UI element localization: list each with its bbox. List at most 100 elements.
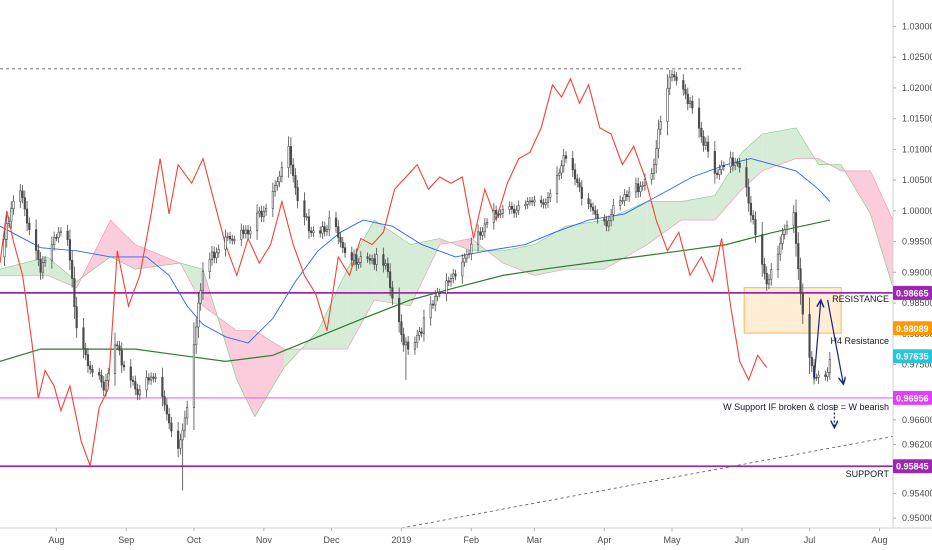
candle-body bbox=[10, 208, 13, 222]
candle-body bbox=[170, 422, 173, 432]
candle-body bbox=[476, 231, 480, 245]
candle-body bbox=[621, 200, 624, 202]
candle-body bbox=[321, 226, 324, 234]
y-tick-label: 0.95000 bbox=[902, 513, 932, 523]
candle-body bbox=[249, 230, 252, 235]
x-tick-label: Aug bbox=[48, 535, 64, 545]
candle-body bbox=[510, 205, 513, 210]
candle-body bbox=[501, 209, 504, 214]
candle-body bbox=[436, 292, 439, 297]
candle-body bbox=[422, 317, 426, 334]
candle-body bbox=[445, 280, 448, 294]
candle-body bbox=[41, 262, 44, 273]
candle-body bbox=[375, 254, 378, 265]
candle-body bbox=[389, 271, 392, 289]
candle-body bbox=[66, 230, 69, 240]
candle-body bbox=[310, 230, 313, 234]
candle-body bbox=[233, 239, 236, 241]
candle-body bbox=[118, 345, 121, 351]
candle-body bbox=[100, 374, 103, 383]
candle-body bbox=[438, 292, 441, 294]
candle-body bbox=[50, 244, 53, 261]
y-tick-label: 0.99000 bbox=[902, 267, 932, 277]
candle-body bbox=[763, 263, 766, 274]
candle-body bbox=[429, 303, 432, 319]
candle-body bbox=[274, 185, 277, 192]
candle-body bbox=[589, 203, 592, 208]
candle-body bbox=[483, 223, 486, 233]
candle-body bbox=[697, 107, 701, 129]
candle-body bbox=[352, 254, 356, 261]
candle-body bbox=[578, 182, 581, 188]
candle-body bbox=[686, 93, 689, 104]
candle-body bbox=[186, 407, 189, 419]
cloud-segment bbox=[254, 330, 285, 417]
candle-body bbox=[515, 209, 518, 214]
y-tick-label: 1.01000 bbox=[902, 144, 932, 154]
candle-body bbox=[688, 100, 692, 104]
candle-body bbox=[449, 278, 453, 283]
candle-body bbox=[355, 254, 358, 265]
candle-body bbox=[591, 206, 595, 211]
y-tick-label: 1.00000 bbox=[902, 206, 932, 216]
candle-body bbox=[612, 205, 615, 215]
candle-body bbox=[276, 181, 279, 187]
candle-body bbox=[292, 164, 295, 176]
candle-body bbox=[828, 359, 831, 373]
candle-body bbox=[495, 210, 498, 215]
candle-body bbox=[5, 223, 8, 240]
candle-body bbox=[544, 202, 547, 205]
candle-body bbox=[228, 235, 232, 240]
candle-body bbox=[246, 229, 250, 235]
candle-body bbox=[370, 258, 374, 261]
candle-body bbox=[587, 198, 590, 205]
candle-body bbox=[366, 256, 369, 259]
candle-body bbox=[57, 232, 60, 238]
candle-body bbox=[729, 157, 732, 168]
projection-arrow bbox=[813, 300, 821, 380]
candle-body bbox=[217, 248, 220, 254]
candle-body bbox=[307, 216, 311, 232]
projection-arrow bbox=[827, 299, 844, 384]
candle-body bbox=[287, 146, 290, 169]
candle-body bbox=[179, 439, 182, 449]
candle-body bbox=[706, 141, 710, 152]
candle-body bbox=[181, 429, 184, 441]
candle-body bbox=[312, 230, 315, 234]
candle-body bbox=[783, 229, 786, 235]
candle-body bbox=[149, 376, 153, 381]
candle-body bbox=[801, 293, 804, 315]
x-axis[interactable]: Aug Sep Oct Nov Dec 2019 Feb Mar Apr May Jun Jul Aug bbox=[0, 527, 932, 545]
candle-body bbox=[713, 151, 716, 174]
candle-body bbox=[262, 210, 265, 218]
candle-body bbox=[625, 194, 628, 198]
candle-body bbox=[799, 268, 802, 294]
candle-body bbox=[637, 183, 640, 193]
candle-body bbox=[25, 208, 29, 224]
lagging-span-line bbox=[0, 77, 768, 467]
candle-body bbox=[82, 327, 85, 349]
y-axis[interactable]: 1.03000 1.02500 1.02000 1.01500 1.01000 1.005… bbox=[892, 0, 932, 528]
candle-body bbox=[682, 80, 685, 90]
plot-area: RESISTANCE W Support IF broken & close = … bbox=[0, 68, 894, 529]
x-tick-label: Aug bbox=[871, 535, 887, 545]
resistance-tag-text: 0.98665 bbox=[896, 288, 929, 298]
candle-body bbox=[542, 202, 545, 205]
candle-body bbox=[368, 258, 371, 261]
y-tick-label: 1.02000 bbox=[902, 83, 932, 93]
candle-body bbox=[177, 430, 180, 449]
candle-body bbox=[224, 236, 227, 250]
candle-body bbox=[431, 303, 435, 306]
candle-body bbox=[463, 257, 466, 263]
candle-body bbox=[34, 229, 38, 251]
cloud-span-b bbox=[0, 158, 894, 350]
candle-body bbox=[564, 155, 568, 159]
candle-body bbox=[152, 376, 155, 379]
candle-body bbox=[68, 239, 71, 261]
candle-body bbox=[136, 388, 139, 396]
candle-body bbox=[668, 76, 671, 89]
lagging-span-layer bbox=[0, 77, 768, 467]
candle-body bbox=[55, 237, 58, 239]
candle-body bbox=[794, 212, 798, 244]
